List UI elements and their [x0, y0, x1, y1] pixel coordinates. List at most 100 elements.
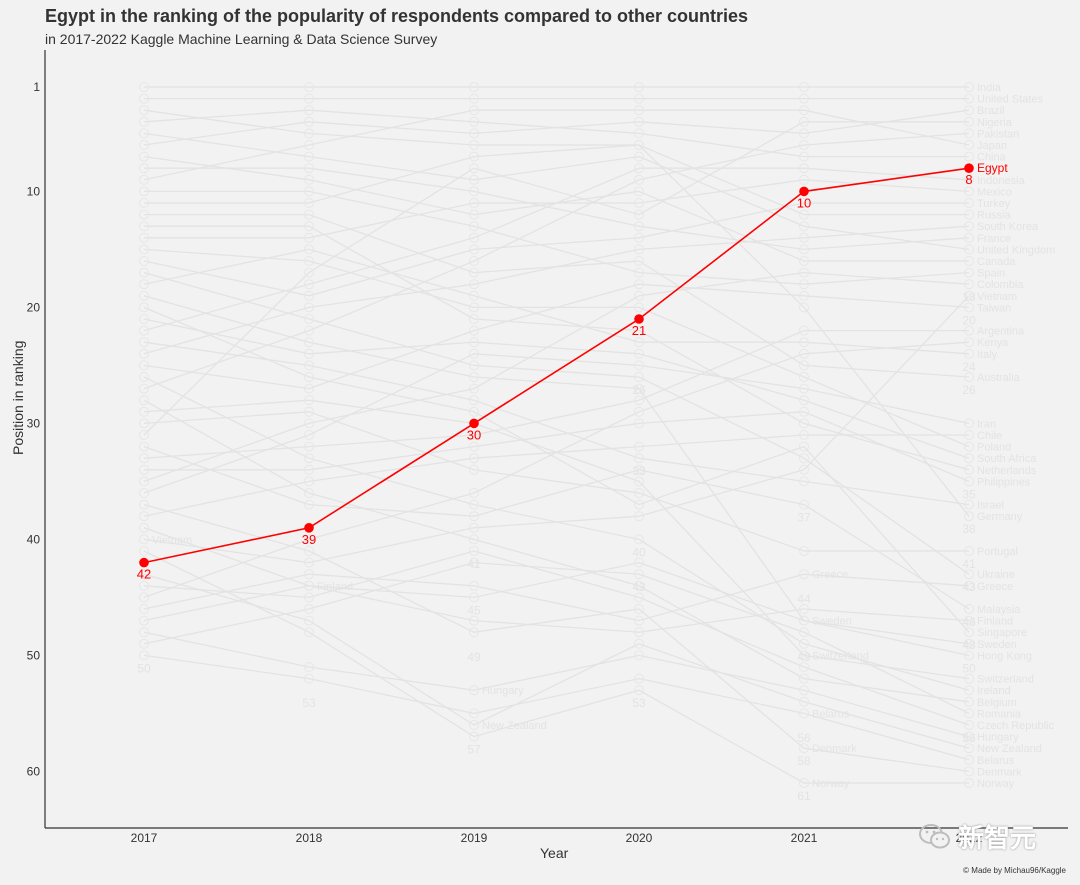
background-series-point — [634, 511, 644, 522]
background-series-line — [143, 434, 969, 517]
background-series-point — [469, 140, 479, 150]
highlight-rank-label: 8 — [965, 172, 972, 187]
background-series-point — [799, 279, 809, 290]
background-country-label: Mexico — [977, 186, 1012, 198]
background-series-point — [634, 441, 644, 452]
background-series-line — [143, 573, 970, 749]
background-series-point — [304, 198, 314, 208]
background-series-point — [634, 476, 644, 487]
background-country-name: Norway — [812, 778, 850, 790]
background-series-point — [469, 209, 479, 220]
background-country-label: Russia — [977, 210, 1012, 222]
highlight-rank-label: 10 — [797, 195, 811, 210]
background-series-point — [304, 337, 314, 348]
background-series-point — [139, 360, 149, 371]
background-series-point — [799, 441, 809, 452]
background-series-point — [139, 244, 149, 255]
background-series-point — [799, 174, 809, 185]
background-series-point — [799, 267, 809, 278]
background-series-point — [304, 186, 314, 197]
background-series-point — [964, 569, 974, 580]
background-series-point — [634, 360, 644, 371]
background-series-point — [139, 209, 149, 220]
background-series-line — [143, 318, 970, 459]
background-series-line — [143, 411, 969, 552]
background-series-point — [469, 720, 479, 730]
background-series-point — [634, 232, 644, 243]
background-series-point — [139, 592, 149, 603]
background-series-point — [469, 627, 479, 638]
background-series-point — [964, 754, 974, 765]
x-tick-label: 2019 — [461, 831, 488, 845]
background-series-point — [139, 383, 149, 394]
background-country-label: Kenya — [977, 337, 1009, 349]
background-series-point — [964, 116, 974, 127]
background-series-point — [799, 685, 809, 696]
background-series-point — [469, 105, 479, 116]
background-series-point — [634, 418, 644, 429]
highlight-rank-label: 30 — [467, 427, 481, 442]
background-country-name: Denmark — [812, 743, 857, 755]
background-series-point — [964, 685, 974, 696]
background-series-point — [799, 708, 809, 719]
highlight-series-point — [139, 557, 149, 568]
background-series-line — [143, 399, 970, 680]
background-series-point — [139, 128, 149, 139]
background-country-name: Belarus — [812, 708, 850, 720]
background-series-point — [964, 720, 974, 730]
background-country-label: Japan — [977, 140, 1007, 152]
background-country-label: Finland — [977, 616, 1013, 628]
background-series-point — [304, 267, 314, 278]
background-series-point — [139, 337, 149, 348]
background-series-point — [799, 395, 809, 406]
background-country-label: Malaysia — [977, 604, 1021, 616]
background-series-point — [469, 186, 479, 197]
background-series-point — [304, 163, 314, 174]
background-country-label: Czech Republic — [977, 720, 1055, 732]
background-series-point — [139, 569, 149, 580]
background-series-point — [799, 615, 809, 626]
background-series-point — [634, 638, 644, 649]
background-series-point — [469, 580, 479, 591]
background-series-point — [304, 546, 314, 556]
background-series-point — [964, 290, 974, 301]
background-series-point — [634, 267, 644, 278]
background-series-point — [304, 418, 314, 429]
background-series-point — [304, 604, 314, 614]
background-series-point — [469, 685, 479, 696]
background-series-point — [964, 673, 974, 684]
background-series-point — [139, 93, 149, 104]
background-series-point — [304, 221, 314, 232]
background-series-point — [964, 82, 974, 92]
background-series-point — [304, 569, 314, 580]
background-country-label: Iran — [977, 418, 996, 430]
background-series-line — [143, 561, 970, 714]
background-series-point — [964, 93, 974, 104]
background-series-point — [634, 615, 644, 626]
background-series-point — [139, 418, 149, 429]
credit-note: © Made by Michau96/Kaggle — [963, 866, 1066, 875]
background-series-line — [143, 109, 969, 216]
background-series-point — [964, 232, 974, 243]
background-series-point — [304, 383, 314, 394]
background-series-point — [634, 325, 644, 336]
x-tick-label: 2022 — [956, 831, 983, 845]
background-series-point — [964, 105, 974, 116]
background-country-label: Turkey — [977, 198, 1011, 210]
background-series-point — [799, 116, 809, 127]
background-series-point — [634, 151, 644, 162]
background-series-point — [634, 302, 644, 313]
background-series-point — [964, 604, 974, 614]
background-series-point — [634, 406, 644, 417]
background-country-name: Switzerland — [812, 650, 869, 662]
background-series-line — [144, 167, 970, 251]
background-series-point — [304, 627, 314, 638]
background-series-point — [304, 209, 314, 220]
background-series-line — [143, 376, 970, 691]
background-series-point — [799, 696, 809, 707]
background-series-point — [469, 348, 479, 359]
background-series-point — [799, 673, 809, 684]
background-country-name: Hungary — [482, 685, 524, 697]
background-series-point — [799, 140, 809, 150]
background-country-label: Argentina — [977, 326, 1025, 338]
